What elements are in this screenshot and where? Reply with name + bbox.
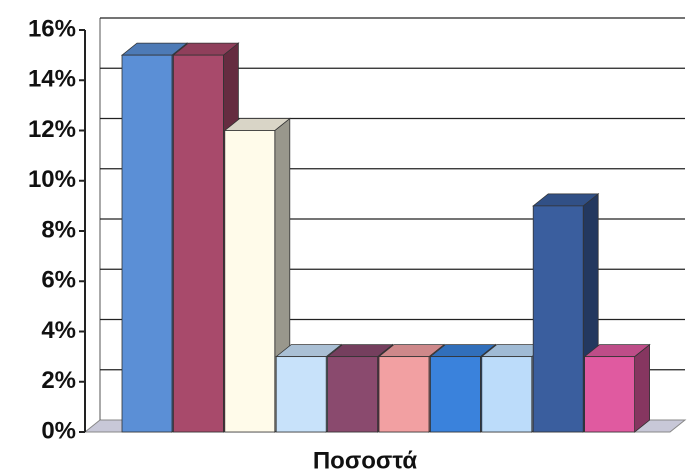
bar [275,356,327,433]
x-tick-label: Ποσοστά [313,447,418,474]
bar [224,130,276,433]
y-tick-label: 10% [28,166,76,193]
bar [584,356,635,433]
bar [327,356,379,433]
y-tick-label: 6% [41,267,76,294]
y-tick-label: 2% [41,367,76,394]
bar [378,356,430,433]
y-tick-label: 14% [28,66,76,93]
y-tick-label: 4% [41,317,76,344]
bar [172,54,224,433]
y-tick-label: 8% [41,216,76,243]
y-tick-label: 0% [41,417,76,444]
bar-side [634,343,650,433]
bar [532,205,584,433]
bar [121,54,173,433]
bar [481,356,533,433]
y-tick-label: 12% [28,116,76,143]
y-tick-label: 16% [28,15,76,42]
bar [429,356,481,433]
